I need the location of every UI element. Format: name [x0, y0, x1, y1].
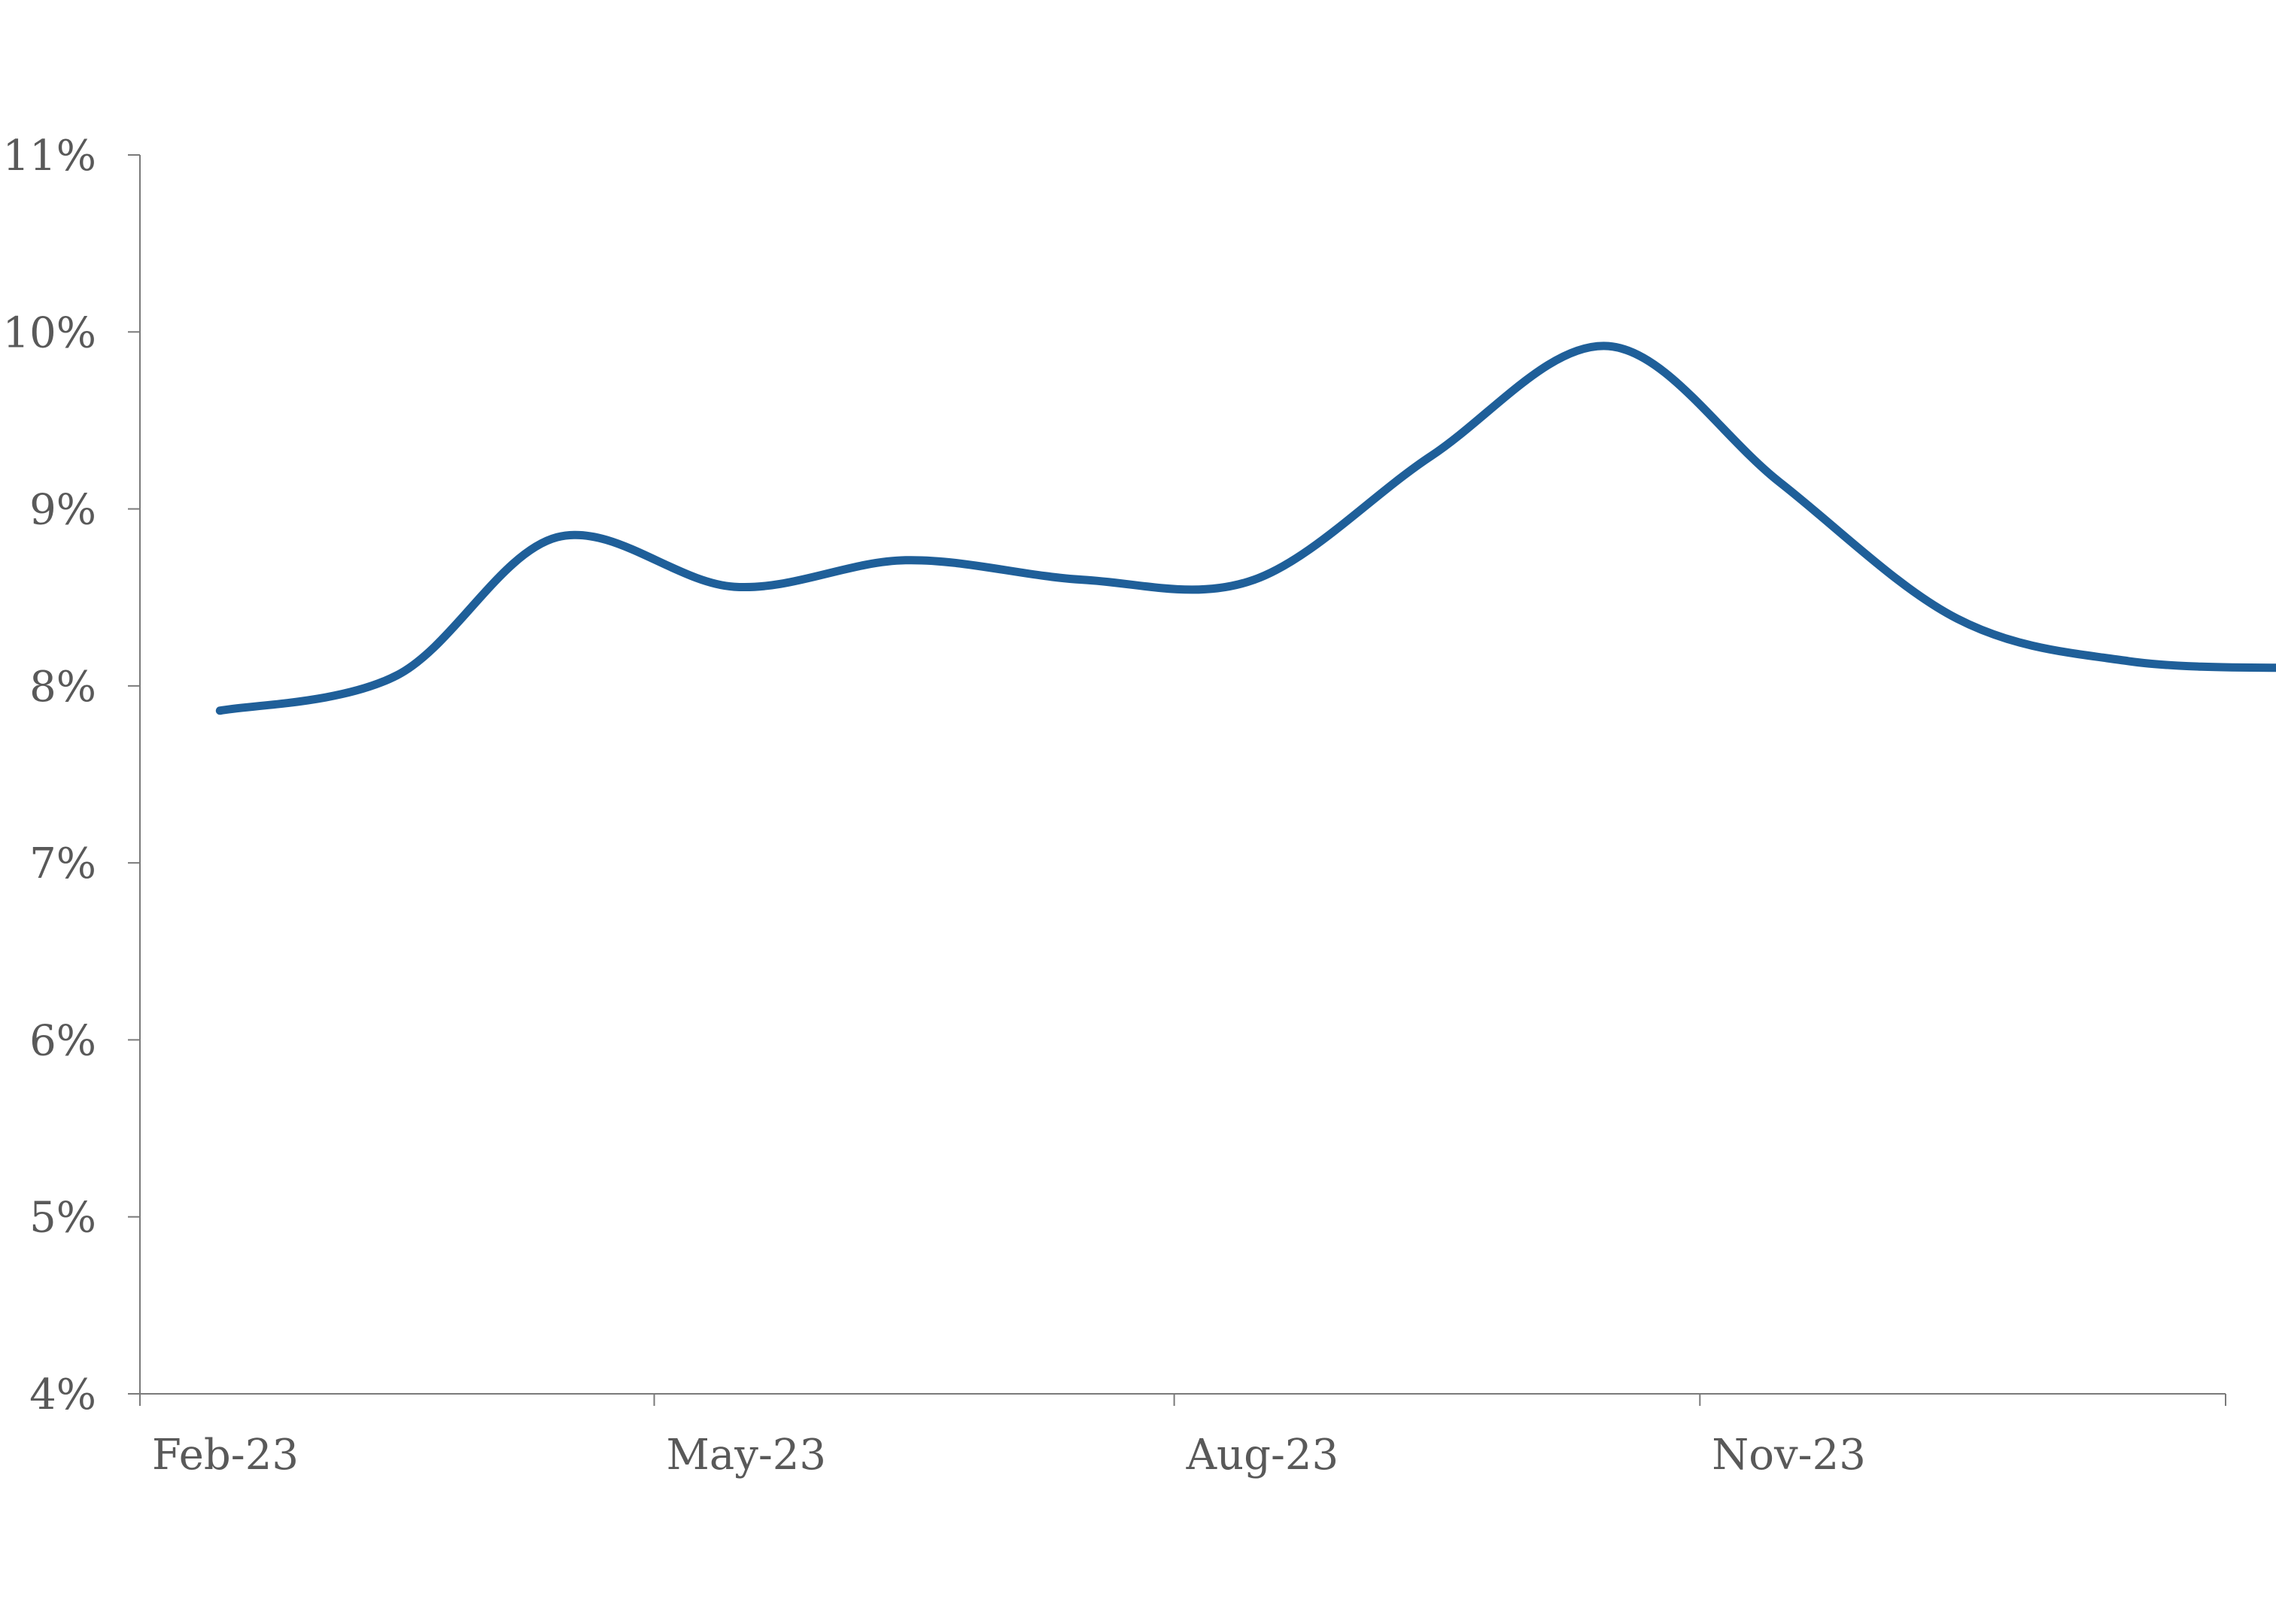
y-tick-label: 11%	[3, 132, 96, 181]
x-tick-label: Feb-23	[152, 1431, 299, 1480]
series-layer	[220, 346, 2276, 711]
x-tick-label: Aug-23	[1186, 1431, 1339, 1480]
axes	[128, 155, 2226, 1406]
x-tick-label: May-23	[667, 1431, 827, 1480]
y-tick-label: 8%	[29, 663, 96, 712]
y-tick-label: 7%	[29, 839, 96, 888]
y-tick-label: 5%	[29, 1194, 96, 1243]
y-tick-label: 9%	[29, 486, 96, 535]
y-tick-label: 6%	[29, 1016, 96, 1065]
y-tick-label: 4%	[29, 1371, 96, 1419]
x-tick-label: Nov-23	[1712, 1431, 1866, 1480]
tick-labels: 4% 5% 6% 7% 8% 9% 10% 11% Feb-23 May-23 Aug-23 Nov-…	[3, 132, 1866, 1480]
series-line	[220, 346, 2276, 711]
y-tick-label: 10%	[3, 308, 96, 357]
